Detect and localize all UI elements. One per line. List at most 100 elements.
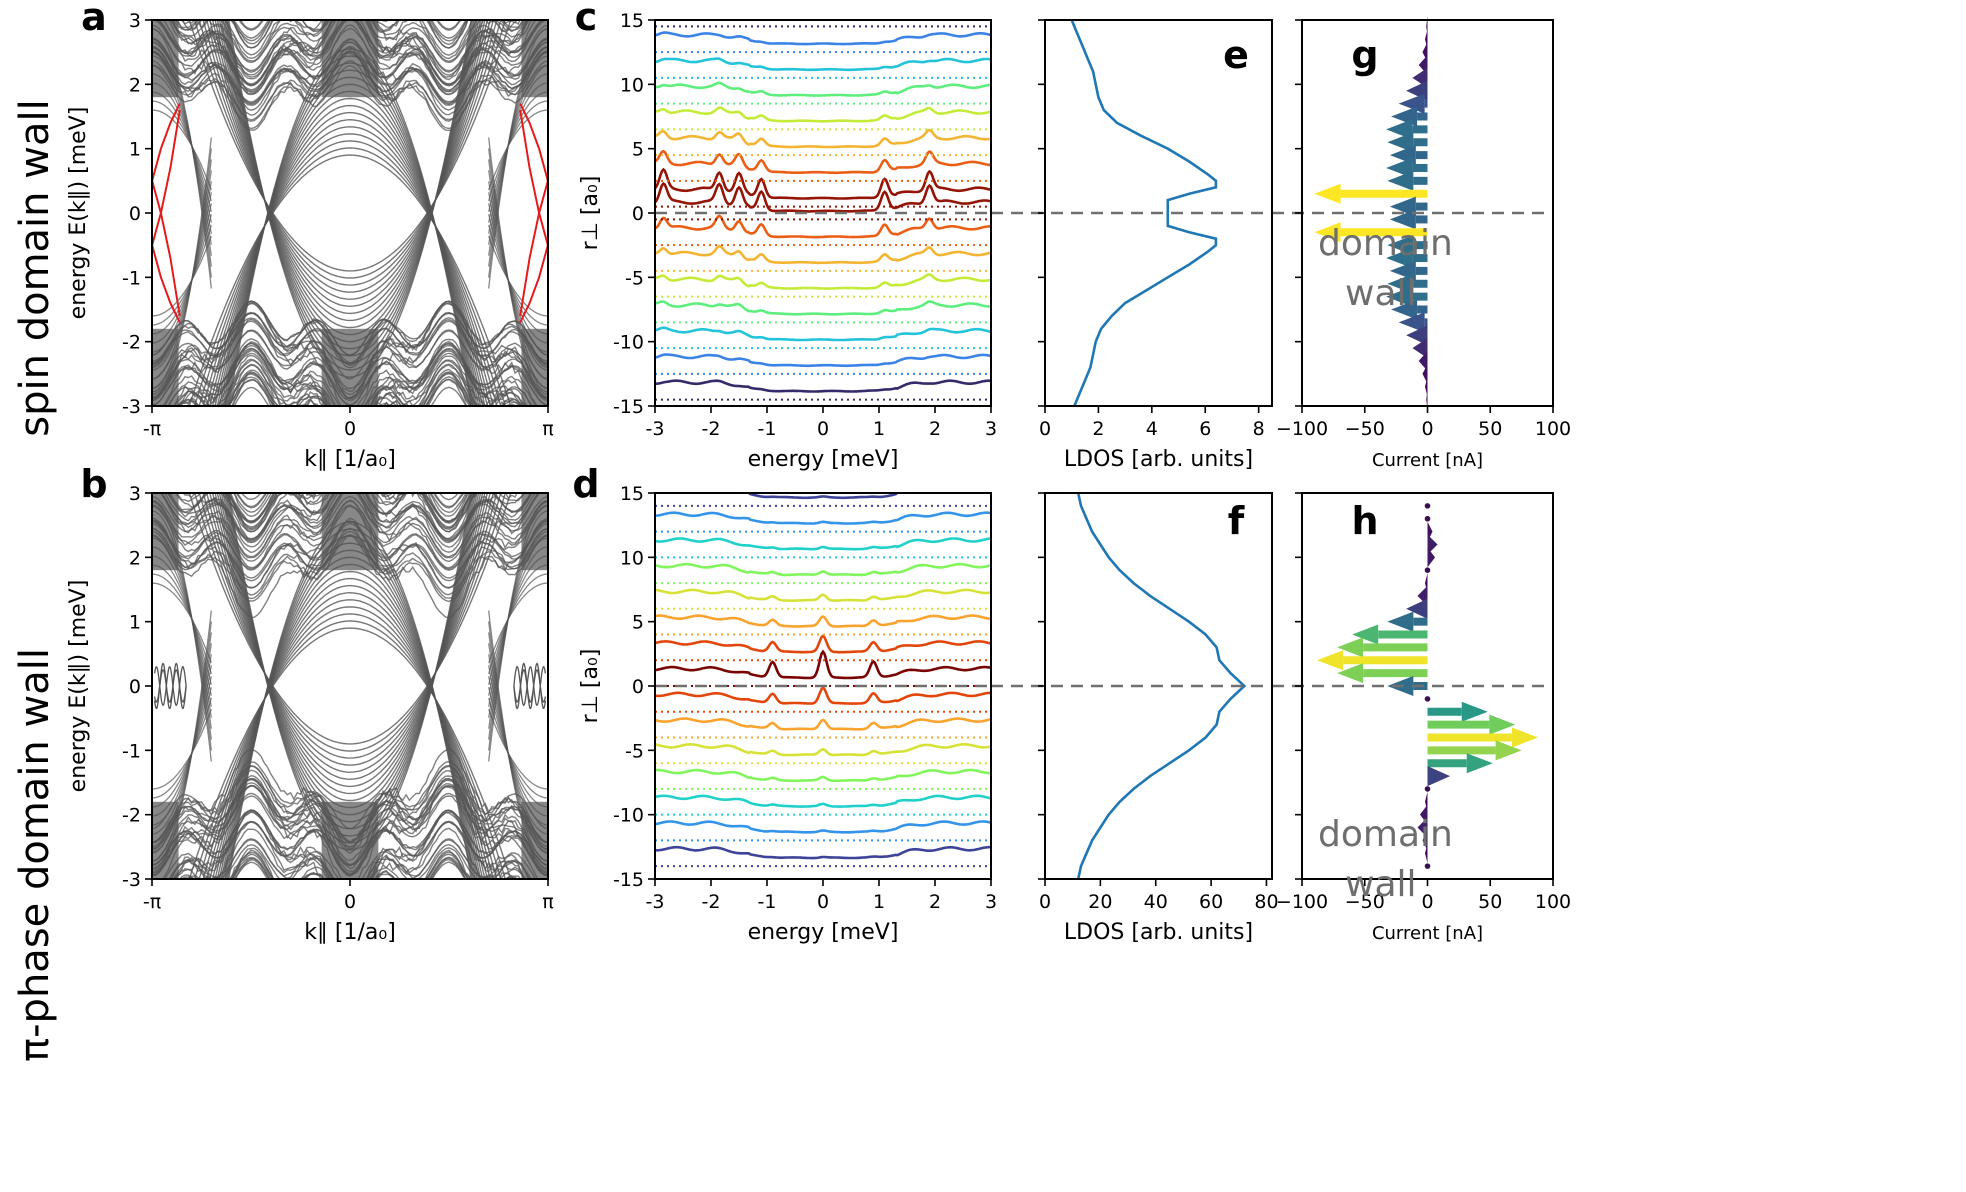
x-axis-label: k∥ [1/a₀] [304,447,396,472]
gap-band [188,493,512,745]
edge-band [488,697,548,799]
edge-band [488,537,548,718]
gap-band [228,48,472,406]
current-arrow-head [1427,766,1451,787]
edge-band [152,654,212,835]
edge-band [152,697,212,799]
edge-band [488,501,548,762]
y-tick-label: 0 [632,676,644,698]
data-layer [152,16,1553,879]
gap-band [211,493,489,788]
domain-wall-label-bottom-1: domain [1318,814,1453,855]
panel-letter-d: d [572,462,599,506]
andreev-state [153,662,187,710]
y-tick-label: -3 [122,396,141,418]
y-tick-label: -10 [613,332,644,354]
x-tick-label: 0 [344,418,356,440]
gap-band [206,20,494,300]
gap-band [214,104,486,406]
panel-f-ldos [1076,493,1247,879]
x-tick-label: −50 [1345,418,1385,440]
spectrum-r [655,511,991,525]
gap-band [209,118,491,406]
gap-band [225,535,475,879]
edge-band [152,537,212,718]
gap-band [193,620,507,879]
panel-b-bands [152,493,548,879]
edge-band [152,109,212,191]
x-axis-label: energy [meV] [748,447,899,472]
panel-letter-a: a [81,0,107,39]
current-arrow-head [1337,637,1364,658]
x-tick-label: 6 [1199,418,1211,440]
current-arrow-head [1466,753,1493,774]
x-tick-label: -1 [758,891,777,913]
y-tick-label: -10 [613,805,644,827]
spectrum-r [655,181,991,213]
panel-letter-e: e [1223,33,1249,77]
gap-band [211,111,489,406]
current-arrow-head [1424,843,1428,864]
edge-band [152,708,212,790]
gap-band [228,20,472,378]
x-tick-label: 3 [985,891,997,913]
y-tick-label: 0 [129,676,141,698]
edge-band [152,665,212,826]
gap-band [216,570,484,879]
spectrum-r [655,31,991,46]
bulk-band [155,20,545,96]
current-arrow-head [1314,183,1341,204]
x-tick-label: -π [143,418,161,440]
gap-band [220,556,480,879]
x-axis-label: LDOS [arb. units] [1064,447,1253,472]
gap-band [214,577,486,879]
gap-band [202,133,498,406]
x-tick-label: 0 [1039,418,1051,440]
gap-band [206,493,494,773]
panel-a-axes: -π 0 π -3 -2 -1 0 1 2 3 k∥ [1/a₀] energy E(k∥) [meV… [66,0,554,472]
spectrum-r [655,588,991,602]
current-dot [1424,786,1431,792]
current-arrow-head [1352,624,1379,645]
edge-band [152,687,212,808]
domain-wall-label-top-1: domain [1318,223,1453,264]
gap-band [211,584,489,879]
x-axis-label: Current [nA] [1372,923,1483,944]
panel-a-bands [152,20,548,406]
edge-band [152,64,212,245]
panel-letter-b: b [80,462,107,506]
row-label-pi: π-phase domain wall [12,648,58,1062]
edge-band [488,643,548,844]
edge-band [152,519,212,740]
x-tick-label: 8 [1253,418,1265,440]
y-tick-label: 15 [620,10,644,32]
x-tick-label: -1 [758,418,777,440]
bulk-band [164,493,537,540]
edge-state-6 [519,180,548,317]
x-tick-label: 100 [1535,891,1571,913]
y-tick-label: 5 [632,139,644,161]
x-tick-label: 4 [1146,418,1158,440]
x-axis-label: energy [meV] [748,920,899,945]
spectrum-r [655,149,991,175]
x-axis-label: k∥ [1/a₀] [304,920,396,945]
edge-band [488,82,548,223]
panel-g-axes: −100 −50 0 50 100 Current [nA] g [1276,19,1571,471]
y-tick-label: 2 [129,74,141,96]
edge-band [488,159,548,380]
edge-band [488,610,548,871]
edge-band [152,224,212,326]
y-tick-label: 15 [620,483,644,505]
y-tick-label: 3 [129,483,141,505]
x-tick-label: 1 [873,418,885,440]
edge-band [488,109,548,191]
x-tick-label: 0 [1421,891,1433,913]
x-tick-label: -3 [646,418,665,440]
edge-band [152,676,212,817]
edge-band [152,643,212,844]
current-arrow-head [1461,701,1488,722]
